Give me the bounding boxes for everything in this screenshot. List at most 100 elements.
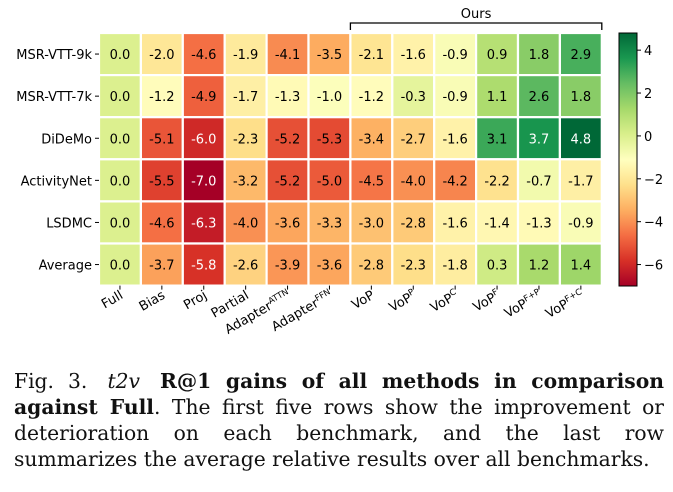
heatmap-cell	[391, 73, 436, 119]
column-label: VoPF	[470, 287, 503, 315]
heatmap-cell	[307, 242, 352, 287]
cell-value-label: -5.5	[149, 174, 174, 189]
cell-value-label: -1.7	[233, 90, 258, 105]
heatmap-cell	[265, 73, 310, 119]
cell-value-label: 0.9	[487, 48, 508, 63]
caption-body-text: . The first five rows show the improveme…	[14, 395, 664, 471]
heatmap-cell	[223, 242, 268, 287]
row-label: MSR-VTT-9k	[16, 48, 92, 63]
cell-value-label: 1.4	[571, 259, 592, 274]
row-label: MSR-VTT-7k	[16, 90, 92, 105]
cell-value-label: -4.2	[442, 174, 467, 189]
cell-value-label: -2.3	[233, 132, 258, 147]
cell-value-label: -2.8	[401, 216, 426, 231]
cell-value-label: 1.8	[529, 48, 550, 63]
cell-value-label: -0.9	[568, 216, 593, 231]
heatmap-cell	[349, 73, 394, 119]
row-label: LSDMC	[46, 216, 92, 231]
cell-value-label: -1.3	[275, 90, 300, 105]
heatmap-cell	[349, 116, 394, 161]
cell-value-label: -3.3	[317, 216, 342, 231]
cell-value-label: -1.3	[526, 216, 551, 231]
cell-value-label: 0.0	[110, 216, 131, 231]
cell-value-label: -2.1	[359, 48, 384, 63]
heatmap-cell	[391, 242, 436, 287]
heatmap-cell	[181, 200, 226, 245]
cell-value-label: 0.0	[110, 174, 131, 189]
cell-value-label: 0.3	[487, 259, 508, 274]
figure-caption: Fig. 3. t2v R@1 gains of all methods in …	[14, 368, 664, 472]
cell-value-label: -3.4	[359, 132, 384, 147]
cell-value-label: 2.6	[529, 90, 550, 105]
heatmap-cell	[516, 73, 562, 119]
colorbar-tick-label: −6	[644, 259, 663, 274]
cell-value-label: -1.7	[568, 174, 593, 189]
heatmap-cell	[475, 31, 520, 77]
cell-value-label: -1.6	[401, 48, 426, 63]
cell-value-label: 1.1	[487, 90, 508, 105]
caption-italic-term: t2v	[107, 369, 140, 393]
heatmap-cell	[97, 242, 143, 287]
cell-value-label: -0.7	[526, 174, 551, 189]
cell-value-label: -2.6	[233, 259, 258, 274]
cell-value-label: -3.6	[275, 216, 300, 231]
heatmap-cell	[558, 158, 603, 203]
column-labels: Full Bias Proj PartialAdapterATTNAdapterFFN…	[99, 285, 587, 338]
column-label: VoPP	[386, 287, 419, 315]
cell-value-label: -2.2	[484, 174, 509, 189]
ours-bracket-line	[349, 22, 603, 30]
heatmap-cell	[139, 200, 184, 245]
column-label: VoPF+C	[543, 287, 587, 322]
colorbar-tick-label: 4	[644, 44, 652, 59]
cell-value-label: 3.1	[487, 132, 508, 147]
colorbar-tick-label: 2	[644, 87, 652, 102]
cell-value-label: 1.8	[571, 90, 592, 105]
cell-value-label: -1.6	[442, 216, 467, 231]
cell-value-label: -5.8	[191, 259, 216, 274]
cell-value-label: -6.0	[191, 132, 216, 147]
cell-value-label: -1.8	[442, 259, 467, 274]
heatmap-cell	[349, 242, 394, 287]
row-label: DiDeMo	[41, 132, 92, 147]
cell-value-label: -3.9	[275, 259, 300, 274]
cell-value-label: -4.9	[191, 90, 216, 105]
cell-value-label: -4.0	[401, 174, 426, 189]
heatmap-cell	[223, 73, 268, 119]
cell-value-label: -1.0	[317, 90, 342, 105]
cell-value-label: -4.6	[149, 216, 174, 231]
cell-value-label: -5.3	[317, 132, 342, 147]
colorbar-tick-label: −4	[644, 216, 663, 231]
column-label: Full	[99, 288, 126, 312]
cell-value-label: -1.4	[484, 216, 509, 231]
column-label: Bias	[137, 288, 168, 315]
cell-value-label: -4.0	[233, 216, 258, 231]
cell-value-label: -3.2	[233, 174, 258, 189]
heatmap-cell	[181, 116, 226, 161]
cell-value-label: 2.9	[571, 48, 592, 63]
row-label: Average	[39, 259, 92, 274]
colorbar-tick-label: 0	[644, 130, 652, 145]
cell-value-label: -3.5	[317, 48, 342, 63]
heatmap-cells: 0.0 -2.0 -4.6 -1.9 -4.1 -3.5 -2.1 -1.6 -0.9 0.9 1.…	[97, 31, 603, 287]
cell-value-label: -3.7	[149, 259, 174, 274]
cell-value-label: -6.3	[191, 216, 216, 231]
heatmap-cell	[558, 73, 603, 119]
row-labels: MSR-VTT-9k MSR-VTT-7k DiDeMo ActivityNet LSD…	[16, 48, 99, 274]
colorbar: 4 2 0 −2 −4 −6	[618, 32, 663, 287]
cell-value-label: 0.0	[110, 259, 131, 274]
heatmap-cell	[558, 242, 603, 287]
cell-value-label: -1.6	[442, 132, 467, 147]
colorbar-gradient	[618, 32, 638, 287]
cell-value-label: -5.2	[275, 174, 300, 189]
caption-figure-label: Fig. 3.	[14, 369, 88, 393]
cell-value-label: -2.7	[401, 132, 426, 147]
cell-value-label: 4.8	[571, 132, 592, 147]
cell-value-label: -2.8	[359, 259, 384, 274]
heatmap-cell	[391, 31, 436, 77]
colorbar-tick-label: −2	[644, 173, 663, 188]
cell-value-label: 0.0	[110, 48, 131, 63]
cell-value-label: -1.2	[149, 90, 174, 105]
cell-value-label: 0.0	[110, 132, 131, 147]
cell-value-label: -5.0	[317, 174, 342, 189]
cell-value-label: -1.2	[359, 90, 384, 105]
